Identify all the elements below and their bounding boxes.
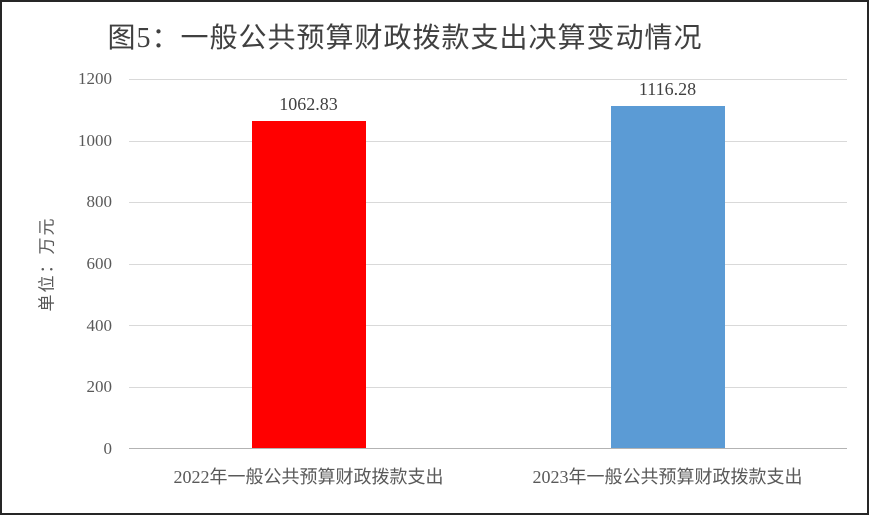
- bar-2023: [610, 106, 725, 448]
- y-tick-label: 200: [86, 377, 113, 397]
- x-axis-baseline: [129, 448, 847, 449]
- x-axis-category-labels: 2022年一般公共预算财政拨款支出 2023年一般公共预算财政拨款支出: [129, 464, 847, 490]
- plot-area: 1062.83 1116.28: [129, 79, 847, 449]
- bar-2022: [251, 121, 366, 448]
- bar-group-2023: 1116.28: [488, 79, 847, 448]
- bars-row: 1062.83 1116.28: [129, 79, 847, 448]
- bar-value-label-2023: 1116.28: [638, 79, 697, 99]
- x-category-label-2022: 2022年一般公共预算财政拨款支出: [173, 467, 444, 487]
- chart-title: 图5：一般公共预算财政拨款支出决算变动情况: [107, 23, 703, 54]
- gridline: [129, 79, 847, 80]
- gridline: [129, 263, 847, 265]
- y-tick-label: 800: [86, 192, 113, 212]
- bar-group-2022: 1062.83: [129, 79, 488, 448]
- x-category-label-2023: 2023年一般公共预算财政拨款支出: [532, 467, 803, 487]
- gridlines: [129, 79, 847, 449]
- gridline: [129, 325, 847, 326]
- y-tick-label: 0: [103, 438, 113, 458]
- y-tick-label: 1000: [78, 130, 112, 150]
- y-axis-tick-labels: 1200 1000 800 600 400 200 0: [2, 68, 112, 459]
- y-tick-label: 600: [86, 253, 113, 273]
- gridline: [129, 386, 847, 388]
- bar-value-label-2022: 1062.83: [279, 94, 338, 115]
- gridline: [129, 140, 847, 142]
- y-tick-label: 400: [86, 315, 113, 335]
- y-tick-label: 1200: [78, 69, 112, 88]
- gridline: [129, 202, 847, 203]
